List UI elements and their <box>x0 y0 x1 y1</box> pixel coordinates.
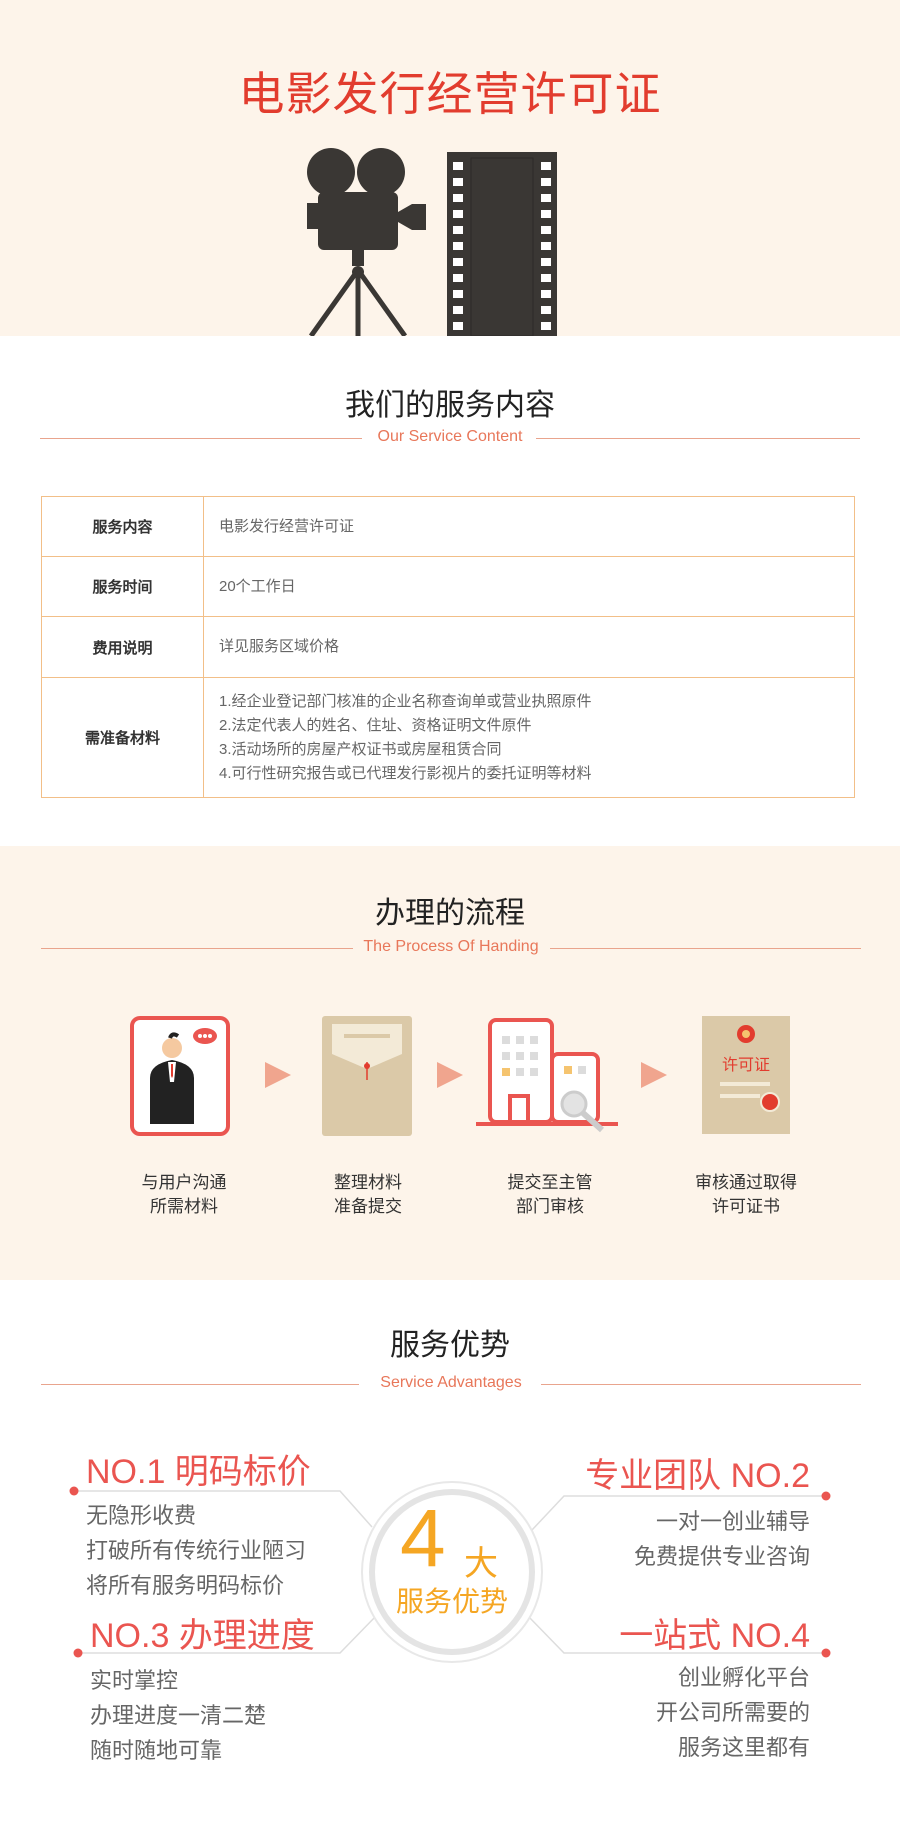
film-perforation <box>541 194 551 202</box>
envelope-icon <box>322 1016 412 1136</box>
film-perforation <box>541 162 551 170</box>
film-perforation <box>541 242 551 250</box>
advantage-line: 将所有服务明码标价 <box>86 1573 285 1598</box>
film-perforation <box>453 306 463 314</box>
table-row: 服务时间 20个工作日 <box>41 556 855 617</box>
film-camera-icon <box>307 148 426 336</box>
center-number: 4 <box>400 1493 446 1584</box>
service-table: 服务内容 电影发行经营许可证 服务时间 20个工作日 费用说明 详见服务区域价格… <box>41 496 855 798</box>
table-value: 1.经企业登记部门核准的企业名称查询单或营业执照原件 2.法定代表人的姓名、住址… <box>203 677 855 798</box>
building-icon <box>476 1018 618 1133</box>
advantage-line: 服务这里都有 <box>677 1735 810 1760</box>
page-title: 电影发行经营许可证 <box>238 68 662 120</box>
step-label: 与用户沟通 所需材料 <box>141 1173 227 1216</box>
step-label: 审核通过取得 许可证书 <box>695 1173 797 1216</box>
advantage-heading: 一站式 NO.4 <box>619 1617 810 1655</box>
table-value: 详见服务区域价格 <box>203 616 855 678</box>
film-perforation <box>541 290 551 298</box>
film-strip-icon <box>447 152 557 336</box>
film-perforation <box>453 226 463 234</box>
hero-banner: 电影发行经营许可证 <box>0 0 900 336</box>
center-label: 服务优势 <box>395 1586 508 1617</box>
film-perforation <box>541 258 551 266</box>
film-perforation <box>453 162 463 170</box>
advantage-line: 办理进度一清二楚 <box>90 1703 267 1728</box>
film-frame <box>470 157 534 336</box>
advantage-heading: NO.3 办理进度 <box>90 1617 315 1655</box>
film-perforation <box>453 274 463 282</box>
section-subtitle: The Process Of Handing <box>41 938 861 958</box>
arrow-right-icon <box>265 1062 291 1088</box>
film-perforation <box>541 210 551 218</box>
arrow-right-icon <box>641 1062 667 1088</box>
section-subtitle: Service Advantages <box>41 1374 861 1394</box>
center-big: 大 <box>464 1545 498 1583</box>
advantages-section: 服务优势 Service Advantages 4 大 服务优势 NO.1 明码… <box>0 1280 900 1830</box>
section-title: 办理的流程 <box>375 897 525 930</box>
advantage-heading: NO.1 明码标价 <box>86 1453 311 1491</box>
advantage-heading: 专业团队 NO.2 <box>585 1457 810 1495</box>
advantage-line: 创业孵化平台 <box>677 1665 810 1690</box>
table-row: 服务内容 电影发行经营许可证 <box>41 496 855 557</box>
table-row: 需准备材料 1.经企业登记部门核准的企业名称查询单或营业执照原件 2.法定代表人… <box>41 677 855 798</box>
table-value: 20个工作日 <box>203 556 855 617</box>
section-subtitle: Our Service Content <box>40 428 860 448</box>
film-perforation <box>453 242 463 250</box>
table-key: 服务内容 <box>41 496 204 557</box>
svg-text:许可证: 许可证 <box>722 1055 770 1074</box>
section-title: 服务优势 <box>390 1329 510 1362</box>
table-key: 需准备材料 <box>41 677 204 798</box>
film-perforation <box>453 210 463 218</box>
advantage-line: 随时随地可靠 <box>90 1738 223 1763</box>
advantage-line: 一对一创业辅导 <box>655 1509 810 1534</box>
advantage-line: 打破所有传统行业陋习 <box>86 1538 307 1563</box>
advantage-line: 实时掌控 <box>90 1668 179 1693</box>
film-perforation <box>541 322 551 330</box>
advantages-connectors <box>69 1481 831 1663</box>
process-section: 办理的流程 The Process Of Handing <box>0 846 900 1280</box>
film-perforation <box>541 178 551 186</box>
table-value: 电影发行经营许可证 <box>203 496 855 557</box>
film-perforation <box>453 258 463 266</box>
film-perforation <box>541 306 551 314</box>
advantage-line: 免费提供专业咨询 <box>633 1544 810 1569</box>
table-row: 费用说明 详见服务区域价格 <box>41 616 855 678</box>
table-key: 费用说明 <box>41 616 204 678</box>
person-icon <box>130 1016 230 1136</box>
film-perforation <box>541 226 551 234</box>
step-label: 提交至主管 部门审核 <box>507 1173 593 1216</box>
table-key: 服务时间 <box>41 556 204 617</box>
film-perforation <box>453 290 463 298</box>
advantage-line: 开公司所需要的 <box>655 1700 810 1725</box>
film-perforation <box>541 274 551 282</box>
section-title: 我们的服务内容 <box>345 389 555 422</box>
advantage-line: 无隐形收费 <box>86 1503 197 1528</box>
film-perforation <box>453 322 463 330</box>
film-perforation <box>453 194 463 202</box>
certificate-icon: 许可证 <box>702 1016 790 1134</box>
step-label: 整理材料 准备提交 <box>334 1173 402 1216</box>
film-perforation <box>453 178 463 186</box>
arrow-right-icon <box>437 1062 463 1088</box>
